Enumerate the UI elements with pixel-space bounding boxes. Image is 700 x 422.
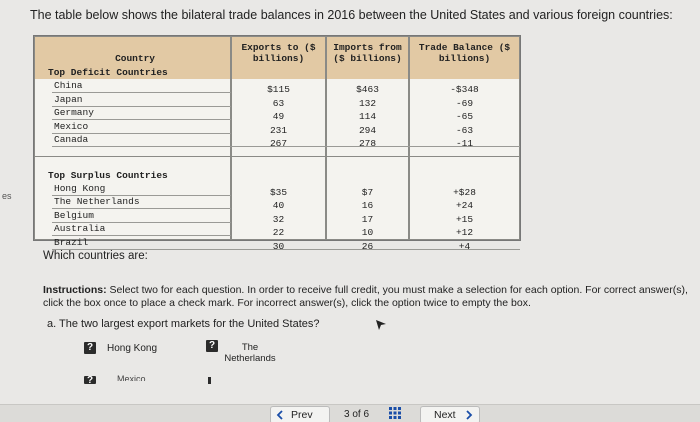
country-cell: Mexico [54,120,89,132]
value-cell: 278 [358,138,377,149]
column-header: Exports to ($ billions) [241,42,316,64]
question: Which countries are: [43,250,148,262]
column-frame [326,36,409,240]
row-rule [52,92,231,93]
value-cell: -65 [455,111,474,122]
row-rule [52,248,520,250]
country-cell: Canada [54,134,89,145]
country-cell: Germany [54,107,94,118]
side-fragment: es [2,191,12,201]
value-cell: 17 [361,213,374,225]
next-arrow [466,410,473,420]
prev-label[interactable]: Prev [291,409,313,421]
column-header: Country [115,53,155,64]
row-rule [52,221,231,223]
group-divider [34,155,520,157]
column-frame [409,36,520,240]
option-icon[interactable]: ? [84,376,96,384]
next-label[interactable]: Next [434,409,456,421]
country-cell: Australia [54,223,106,234]
value-cell: 22 [272,227,285,238]
next-button[interactable]: Next [420,406,480,422]
country-cell: Brazil [54,236,89,248]
value-cell: $35 [269,186,288,198]
value-cell: 63 [272,97,285,109]
value-cell: 49 [272,111,285,122]
row-rule [52,132,231,134]
value-cell: 294 [358,124,377,136]
instructions: Instructions: Select two for each questi… [43,284,693,310]
option-text[interactable]: Hong Kong [107,343,158,354]
trade-table: Country Exports to ($ billions) Imports fr… [33,35,521,252]
row-rule [52,119,231,120]
value-cell: 30 [272,240,285,252]
value-cell: 16 [361,200,374,211]
value-cell: +4 [458,240,471,252]
value-cell: +24 [455,200,474,211]
country-cell: China [54,80,83,91]
value-cell: 32 [272,213,285,225]
value-cell: -11 [455,138,474,149]
prompt: The table below shows the bilateral trad… [30,8,673,22]
value-cell: 10 [361,227,374,238]
group-label: Top Surplus Countries [48,169,168,181]
value-cell: +12 [455,227,474,238]
row-rule [52,194,231,196]
item-label: a. The two largest export markets for th… [47,318,320,330]
value-cell: 40 [272,200,285,211]
value-cell: 26 [361,240,374,252]
row-rule [52,235,231,236]
column-frame [34,36,231,240]
page-position: 3 of 6 [344,409,370,420]
column-header: Trade Balance ($ billions) [418,42,511,64]
value-cell: 231 [269,124,288,136]
value-cell: 267 [269,138,288,149]
row-rule [52,208,231,209]
instructions-text: Select two for each question. In order t… [43,284,688,309]
country-cell: Hong Kong [54,182,106,194]
grid-icon[interactable] [389,407,401,419]
group-label: Top Deficit Countries [48,67,168,78]
prev-arrow [276,410,283,420]
country-cell: Japan [54,93,83,105]
option-icon[interactable] [208,377,211,384]
nav-bar [0,404,700,422]
row-rule [52,105,231,107]
option-icon[interactable]: ? [206,340,218,352]
cursor [376,320,386,330]
value-cell: +$28 [453,186,476,198]
option-text[interactable]: The Netherlands [224,342,276,364]
value-cell: $7 [361,186,374,198]
country-cell: Belgium [54,209,94,221]
value-cell: $463 [356,84,379,95]
column-header: Imports from ($ billions) [333,42,402,64]
value-cell: -$348 [450,84,479,95]
row-rule [52,146,520,147]
option-text[interactable]: Mexico [117,374,146,381]
country-cell: The Netherlands [54,196,140,207]
option-icon[interactable]: ? [84,342,96,354]
value-cell: +15 [455,213,474,225]
instructions-label: Instructions: [43,284,107,296]
value-cell: 114 [358,111,377,122]
value-cell: $115 [267,84,290,95]
value-cell: -63 [455,124,474,136]
value-cell: 132 [358,97,377,109]
prev-button[interactable]: Prev [270,406,330,422]
value-cell: -69 [455,97,474,109]
header-band [34,36,520,79]
column-frame [231,36,326,240]
